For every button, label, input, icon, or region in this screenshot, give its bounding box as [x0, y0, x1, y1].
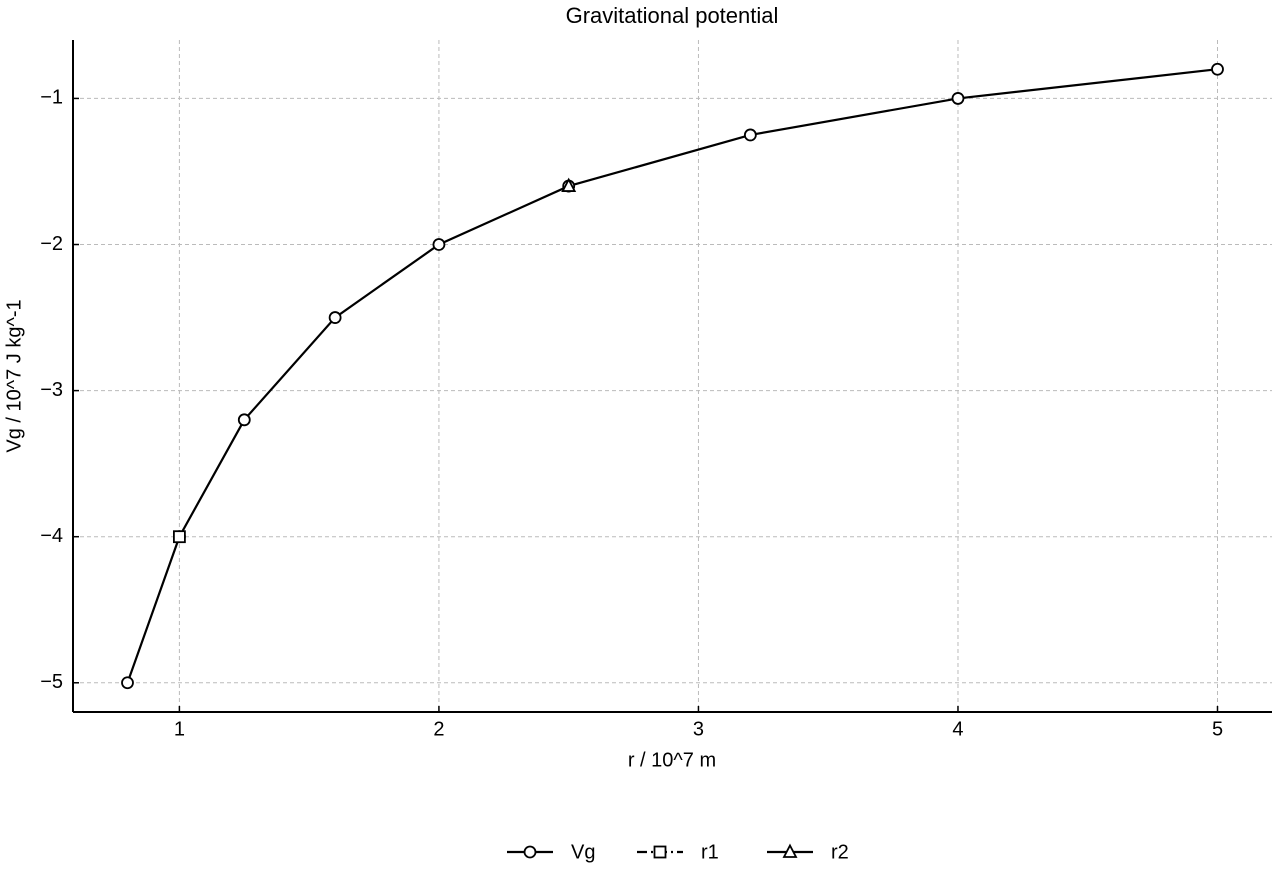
marker [121, 676, 134, 690]
series-line [126, 68, 1218, 684]
legend-label: r2 [831, 841, 849, 863]
legend-marker [653, 845, 667, 859]
marker [432, 238, 446, 251]
marker [173, 530, 186, 544]
legend-marker [523, 845, 537, 859]
marker [561, 177, 577, 192]
y-tick-label: −5 [40, 671, 63, 693]
x-tick-label: 2 [433, 718, 444, 740]
x-tick-label: 3 [693, 718, 704, 740]
y-axis-label: Vg / 10^7 J kg^-1 [3, 299, 25, 452]
marker [328, 311, 342, 324]
marker [743, 128, 757, 142]
y-tick-label: −4 [40, 525, 63, 547]
legend-label: Vg [571, 841, 595, 863]
x-tick-label: 5 [1212, 718, 1223, 740]
marker [237, 413, 251, 427]
x-tick-label: 1 [174, 718, 185, 740]
y-tick-label: −2 [40, 233, 63, 255]
x-axis-label: r / 10^7 m [628, 749, 716, 771]
x-tick-label: 4 [952, 718, 963, 740]
marker [1211, 62, 1224, 76]
y-tick-label: −1 [40, 87, 63, 109]
y-tick-label: −3 [40, 379, 63, 401]
marker [951, 92, 965, 105]
legend-label: r1 [701, 841, 719, 863]
legend-marker [782, 843, 798, 858]
chart-title: Gravitational potential [566, 3, 779, 28]
